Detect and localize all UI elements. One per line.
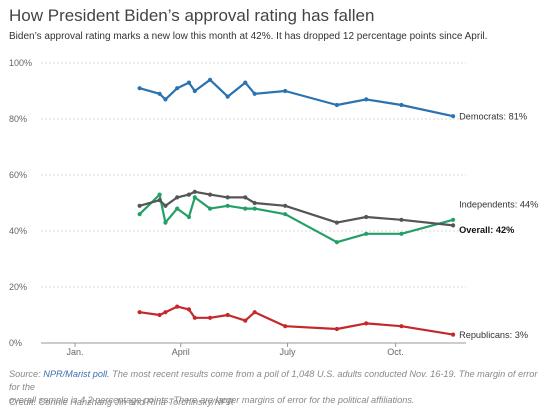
x-tick-label: July [280,347,297,357]
overall-point [283,203,288,208]
overall-point [450,223,456,228]
overall-point [399,217,404,222]
source-label: Source: [9,369,41,379]
independents-point [364,231,369,236]
independents-point [252,206,257,211]
democrats-point [399,102,404,108]
republicans-point [186,307,192,312]
democrats-series-line [139,78,454,118]
chart-footnote: Source: NPR/Marist poll. The most recent… [9,368,539,407]
independents-point [399,231,404,236]
republicans-point [163,310,168,315]
republicans-point [175,304,180,309]
chart-subtitle: Biden’s approval rating marks a new low … [9,31,488,42]
overall-point [157,198,162,203]
source-link[interactable]: NPR/Marist poll. [43,369,110,379]
democrats-point [252,91,257,96]
independents-point [225,203,230,208]
democrats-point [192,88,197,94]
independents-point [207,206,213,211]
republicans-point [157,312,162,318]
republicans-point [399,324,404,329]
overall-point [186,192,192,197]
independents-point [137,212,142,217]
independents-point [243,206,248,211]
independents-point [157,192,162,197]
democrats-point [175,86,180,91]
overall-point [163,203,168,208]
x-tick-label: April [172,347,190,357]
x-tick-label: Oct. [387,347,404,357]
republicans-end-label: Republicans: 3% [459,330,528,340]
y-tick-label: 80% [9,114,27,124]
overall-point [225,195,230,200]
chart-credit: Credit: Connie Hanzhang Jin and Rina Tor… [9,397,234,407]
overall-point [137,203,142,208]
overall-point [243,195,248,200]
republicans-series-line [139,305,454,336]
democrats-point [163,97,168,102]
independents-point [175,206,180,211]
overall-point [192,189,197,194]
democrats-point [283,88,288,94]
republicans-point [207,315,213,320]
independents-point [334,240,339,245]
independents-point [163,220,168,225]
republicans-point [252,310,257,315]
chart-title: How President Biden’s approval rating ha… [9,6,375,25]
overall-end-label: Overall: 42% [459,225,514,235]
independents-series-line [138,193,454,244]
overall-point [334,220,339,225]
y-tick-label: 40% [9,226,27,236]
democrats-end-label: Democrats: 81% [459,112,527,122]
y-tick-label: 60% [9,170,27,180]
democrats-point [450,114,456,119]
republicans-point [450,332,456,337]
republicans-point [243,318,248,323]
overall-point [364,214,369,220]
y-tick-label: 0% [9,338,22,348]
independents-point [192,195,197,200]
democrats-point [243,80,248,85]
footnote-line-2: overall sample is 4.2 percentage points.… [9,395,415,405]
y-tick-label: 100% [9,58,32,68]
overall-point [207,192,213,197]
democrats-point [157,91,162,96]
independents-point [186,214,192,220]
republicans-point [137,310,142,315]
footnote-line-1: The most recent results come from a poll… [9,369,538,392]
democrats-point [334,102,339,108]
independents-point [450,217,456,222]
republicans-point [283,324,288,329]
democrats-point [137,86,142,91]
y-tick-label: 20% [9,282,27,292]
republicans-point [225,312,230,318]
overall-point [175,195,180,200]
republicans-point [334,326,339,332]
independents-end-label: Independents: 44% [459,199,538,209]
x-tick-label: Jan. [67,347,84,357]
democrats-point [364,97,369,102]
democrats-point [186,80,192,85]
democrats-point [225,94,230,99]
independents-point [283,212,288,217]
republicans-point [192,315,197,320]
democrats-point [207,77,213,82]
republicans-point [364,321,369,326]
overall-point [252,200,257,206]
